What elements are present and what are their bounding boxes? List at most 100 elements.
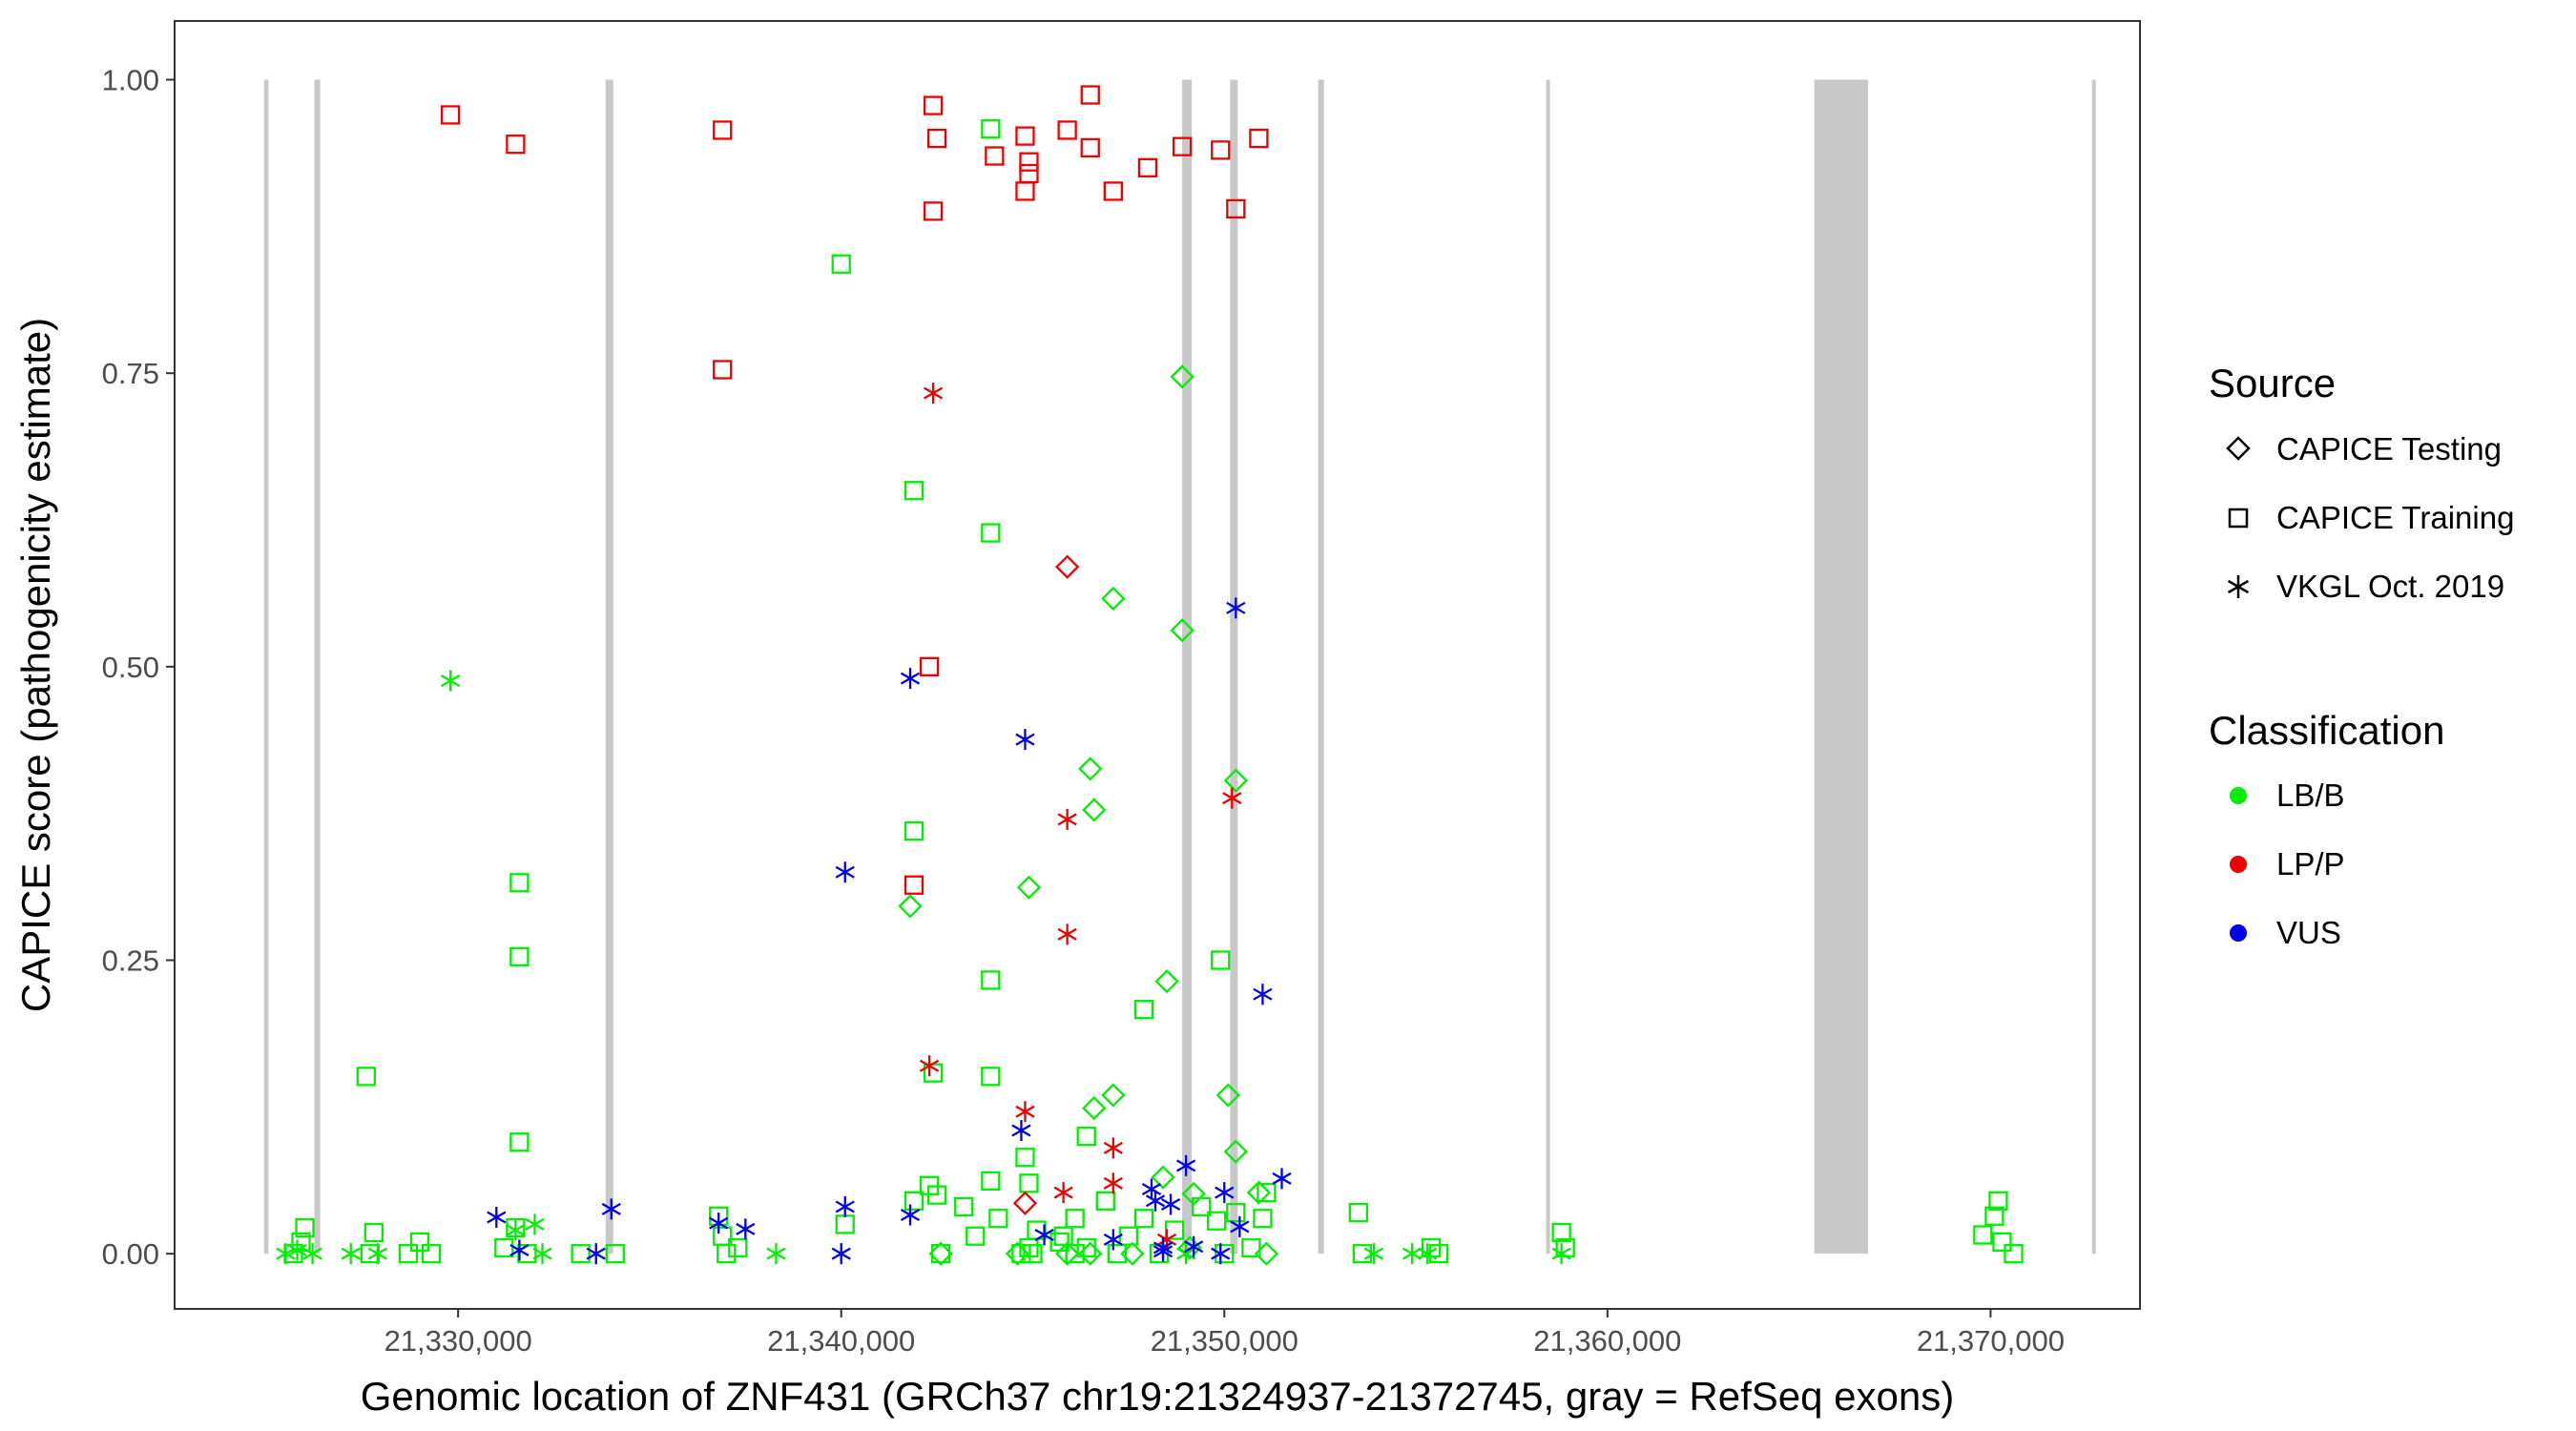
data-point — [1103, 181, 1123, 201]
legend-diamond-key — [2226, 436, 2251, 461]
data-point — [421, 1244, 442, 1264]
data-point — [1107, 1244, 1127, 1264]
series-5 — [276, 670, 1571, 1265]
data-point — [1151, 1165, 1175, 1190]
data-point — [923, 201, 944, 221]
data-point — [1055, 1241, 1080, 1266]
x-axis-title: Genomic location of ZNF431 (GRCh37 chr19… — [361, 1374, 1954, 1419]
exon-9 — [2091, 79, 2096, 1255]
data-point — [954, 1196, 974, 1217]
series-1 — [440, 85, 1269, 895]
data-point — [1170, 618, 1195, 643]
data-point — [1215, 1244, 1235, 1264]
data-point — [1133, 1209, 1154, 1229]
y-tick-label: 0.00 — [102, 1237, 159, 1271]
legend-source-testing: CAPICE Testing — [2276, 431, 2502, 467]
data-point — [1226, 1202, 1246, 1223]
data-point — [441, 670, 461, 692]
data-point — [1253, 984, 1273, 1006]
data-point — [586, 1243, 606, 1265]
data-point — [1984, 1206, 2005, 1226]
data-point — [1078, 1241, 1103, 1266]
data-point — [1053, 1226, 1073, 1246]
legend-class-lbb: LB/B — [2276, 778, 2345, 813]
data-point — [1055, 554, 1080, 579]
legend-lbb-key — [2230, 787, 2247, 804]
data-point — [506, 1219, 526, 1241]
data-point — [276, 1243, 296, 1265]
data-point — [1101, 586, 1126, 612]
points-layer — [276, 85, 2024, 1266]
data-point — [1253, 1209, 1273, 1229]
data-point — [1016, 875, 1042, 900]
series-6 — [919, 383, 1242, 1251]
data-point — [487, 1207, 507, 1229]
exons-layer — [263, 79, 2096, 1255]
data-point — [1226, 198, 1246, 219]
data-point — [904, 875, 924, 895]
data-point — [1223, 1139, 1248, 1164]
exon-5 — [1230, 79, 1238, 1255]
data-point — [506, 135, 526, 155]
data-point — [900, 668, 921, 690]
data-point — [1101, 1083, 1126, 1108]
data-point — [1015, 1101, 1035, 1123]
data-point — [509, 1132, 530, 1152]
data-point — [1019, 152, 1039, 172]
x-tick-label: 21,330,000 — [384, 1324, 532, 1358]
data-point — [525, 1213, 545, 1235]
data-point — [1207, 1211, 1227, 1231]
data-point — [1153, 1237, 1174, 1259]
data-point — [1145, 1190, 1166, 1212]
data-point — [1211, 1243, 1231, 1265]
data-point — [835, 1195, 855, 1217]
data-point — [904, 1191, 924, 1211]
data-point — [713, 120, 733, 140]
data-point — [341, 1243, 361, 1265]
data-point — [302, 1243, 322, 1265]
legend: Source CAPICE Testing CAPICE Training VK… — [2209, 361, 2514, 950]
data-point — [1019, 1173, 1039, 1193]
data-point — [923, 95, 944, 115]
data-point — [356, 1067, 376, 1087]
data-point — [2004, 1244, 2024, 1264]
legend-source-training: CAPICE Training — [2276, 500, 2514, 535]
x-tick-label: 21,350,000 — [1151, 1324, 1298, 1358]
data-point — [709, 1213, 729, 1234]
data-point — [1402, 1243, 1423, 1265]
data-point — [367, 1243, 387, 1265]
data-point — [1181, 1181, 1206, 1207]
data-point — [926, 1185, 947, 1205]
data-point — [919, 656, 940, 676]
data-point — [509, 873, 530, 893]
data-point — [1082, 1095, 1107, 1121]
data-point — [1137, 157, 1158, 177]
data-point — [409, 1232, 430, 1253]
data-point — [1019, 163, 1039, 184]
data-point — [605, 1244, 625, 1264]
data-point — [1226, 597, 1246, 619]
exon-6 — [1318, 79, 1324, 1255]
data-point — [981, 970, 1001, 990]
data-point — [930, 1244, 951, 1264]
y-tick-label: 0.75 — [102, 357, 159, 390]
data-point — [985, 146, 1005, 166]
series-4 — [1012, 554, 1080, 1215]
legend-classification-title: Classification — [2209, 708, 2444, 753]
data-point — [736, 1218, 756, 1240]
data-point — [1988, 1191, 2008, 1211]
data-point — [1176, 1154, 1196, 1176]
legend-square-key — [2228, 508, 2249, 529]
plot-panel-border — [174, 20, 2141, 1310]
legend-asterisk-key — [2227, 575, 2250, 598]
legend-source-title: Source — [2209, 361, 2336, 405]
data-point — [988, 1209, 1008, 1229]
data-point — [440, 105, 461, 125]
data-point — [1080, 137, 1100, 158]
data-point — [717, 1244, 737, 1264]
data-point — [981, 1171, 1001, 1192]
data-point — [1211, 950, 1231, 970]
data-point — [1223, 768, 1248, 793]
exon-2 — [314, 79, 321, 1255]
data-point — [835, 861, 855, 883]
